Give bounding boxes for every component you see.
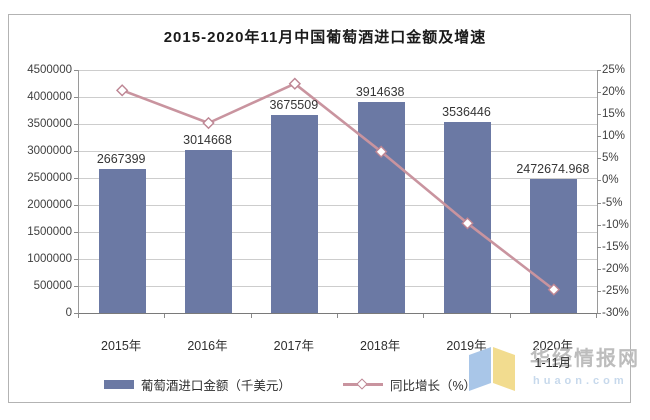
left-axis-label: 1500000 [27,226,72,238]
watermark: 华经情报网 huaon.com [468,346,640,392]
gridline [79,259,597,260]
gridline [79,286,597,287]
x-axis-label: 2020年 [532,339,573,353]
axis-tick [596,314,597,318]
watermark-domain: huaon.com [533,375,628,387]
right-axis-label: -25% [602,284,629,297]
axis-tick [74,259,78,260]
right-axis-label: 10% [602,130,626,143]
axis-tick [74,97,78,98]
right-axis-label: 20% [602,86,626,99]
line-marker-diamond [461,217,474,230]
gridline [79,70,597,71]
x-axis-label: 2019年 [446,339,487,353]
gridline [79,178,597,179]
legend-bar-swatch-icon [103,380,134,389]
right-axis-label: 0% [602,174,619,187]
left-axis-label: 4500000 [27,64,72,76]
left-axis-label: 2000000 [27,199,72,211]
left-axis-label: 3000000 [27,145,72,157]
right-axis-label: 5% [602,152,619,165]
axis-tick [597,114,601,116]
bar-value-label: 3675509 [269,97,319,112]
bar-2016年 [185,150,232,313]
axis-tick [597,290,601,292]
watermark-text: 华经情报网 huaon.com [530,346,640,387]
x-axis-label: 2017年 [273,339,314,353]
axis-tick [597,70,601,71]
x-axis-label: 2018年 [360,339,401,353]
line-marker-diamond [288,77,302,90]
left-axis-label: 3500000 [27,118,72,130]
legend: 葡萄酒进口金额（千美元） 同比增长（%） [40,375,540,394]
right-axis-label: -15% [602,240,629,253]
chart-title: 2015-2020年11月中国葡萄酒进口金额及增速 [163,29,487,46]
axis-tick [509,314,511,318]
line-marker-diamond [547,283,561,296]
bar-2017年 [271,114,319,313]
bar-2015年 [98,168,146,313]
bar-value-label: 3536446 [442,105,491,120]
left-axis-label: 1000000 [27,253,72,265]
axis-tick [74,151,78,152]
right-axis-label: -10% [602,218,629,231]
legend-line-label: 同比增长（%） [389,379,477,393]
axis-tick [250,314,252,318]
watermark-brand: 华经情报网 [530,348,640,370]
x-axis-label: 2016年 [187,339,228,353]
left-axis-label: 0 [65,307,72,319]
axis-tick [597,224,601,226]
huaon-logo-icon [469,347,515,391]
left-axis-label: 2500000 [27,172,72,184]
axis-tick [597,313,601,314]
bar-2018年 [357,101,405,313]
axis-tick [337,314,338,318]
axis-tick [78,314,79,318]
axis-tick [597,268,601,270]
bar-value-label: 3914638 [355,84,405,99]
line-marker-diamond [115,84,129,97]
axis-tick [597,136,601,138]
right-axis-label: 25% [602,64,626,76]
axis-tick [74,313,78,314]
axis-tick [74,205,78,206]
axis-tick [597,158,601,160]
axis-tick [597,92,601,94]
gridline [79,151,597,152]
axis-tick [74,70,78,71]
gridline [79,205,597,206]
bar-value-label: 2472674.968 [516,162,590,177]
gridline [79,232,597,233]
line-marker-diamond [202,116,215,130]
legend-line-swatch-icon [342,377,383,390]
line-series [115,77,561,296]
right-axis-label: -20% [602,262,629,275]
right-axis-label: -30% [602,307,629,319]
x-axis-sublabel: 1-11月 [534,356,572,370]
x-axis-label: 2015年 [101,339,142,353]
right-axis-label: -5% [602,196,623,209]
bar-value-label: 3014668 [183,133,232,148]
axis-tick [74,178,78,179]
axis-tick [74,232,78,233]
axis-tick [597,202,601,204]
left-axis-label: 500000 [33,280,72,292]
gridline [79,124,597,125]
axis-tick [164,314,166,318]
axis-tick [423,314,425,318]
left-axis-label: 4000000 [27,91,72,103]
legend-bar-label: 葡萄酒进口金额（千美元） [140,379,291,393]
gridline [79,97,597,98]
bar-value-label: 2667399 [96,151,146,166]
axis-tick [74,124,78,125]
right-axis-label: 15% [602,108,626,121]
axis-tick [597,180,601,182]
axis-tick [74,286,78,287]
plot-area [78,70,598,314]
axis-tick [597,246,601,248]
line-marker-diamond [374,145,388,158]
